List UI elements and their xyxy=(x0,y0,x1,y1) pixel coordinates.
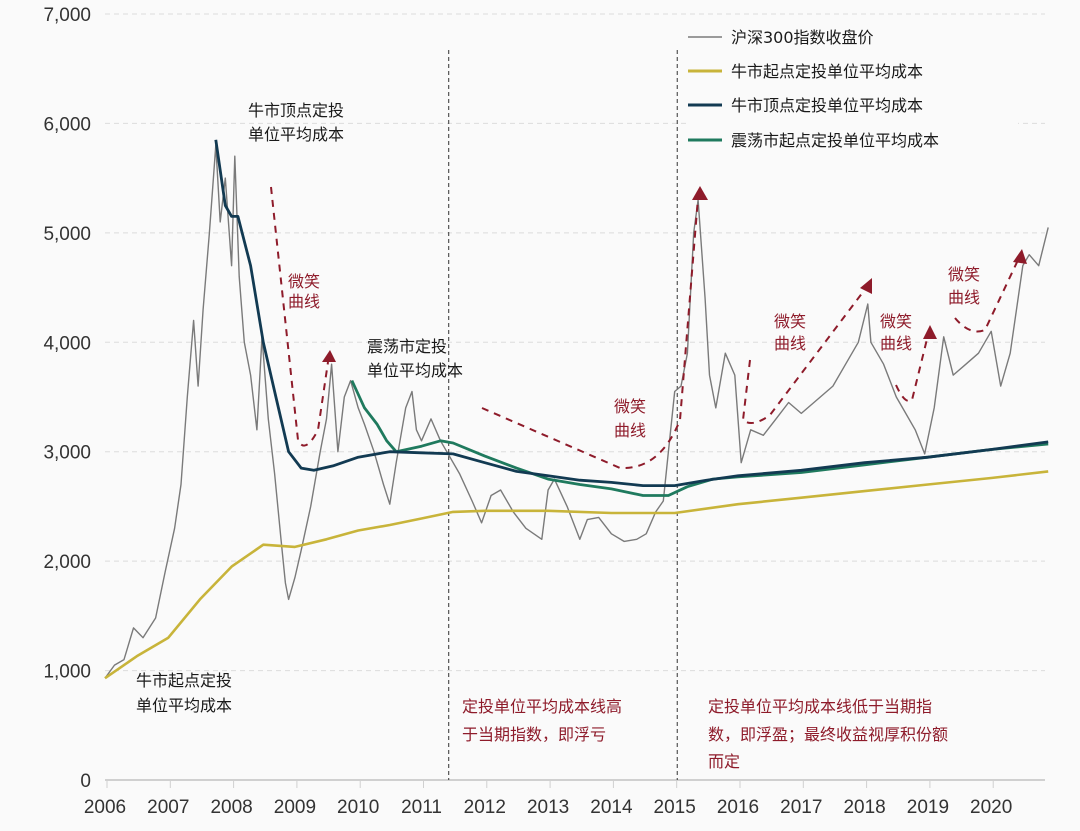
series-line-range xyxy=(350,380,1049,497)
smile-curves xyxy=(270,186,1019,470)
x-tick-label: 2019 xyxy=(907,797,949,818)
legend-label-range: 震荡市起点定投单位平均成本 xyxy=(731,131,939,150)
series-line-bull-top xyxy=(214,139,1049,488)
series-lines xyxy=(104,139,1049,680)
legend-label-bull-start: 牛市起点定投单位平均成本 xyxy=(731,62,923,81)
legend: 沪深300指数收盘价 牛市起点定投单位平均成本 牛市顶点定投单位平均成本 震荡市… xyxy=(688,16,1018,158)
arrow-icon xyxy=(923,325,937,339)
y-tick-label: 5,000 xyxy=(43,224,91,245)
smile-label-5a: 微笑 xyxy=(948,265,980,284)
smile-curve-2 xyxy=(481,197,699,470)
smile-curve-1 xyxy=(270,186,329,447)
x-tick-label: 2014 xyxy=(590,797,633,818)
gain-note-1: 定投单位平均成本线低于当期指 xyxy=(708,697,932,716)
smile-label-3b: 曲线 xyxy=(774,334,806,353)
loss-note-1: 定投单位平均成本线高 xyxy=(462,697,622,716)
x-tick-label: 2006 xyxy=(84,797,126,818)
legend-background xyxy=(688,16,1018,158)
y-tick-label: 4,000 xyxy=(43,333,91,354)
smile-label-4a: 微笑 xyxy=(880,312,912,331)
smile-label-4b: 曲线 xyxy=(880,334,912,353)
x-tick-label: 2015 xyxy=(654,797,696,818)
smile-label-1b: 曲线 xyxy=(288,292,320,311)
x-tick-label: 2008 xyxy=(210,797,252,818)
y-tick-label: 3,000 xyxy=(43,443,91,464)
smile-label-3a: 微笑 xyxy=(774,312,806,331)
x-tick-label: 2007 xyxy=(147,797,189,818)
x-tick-label: 2016 xyxy=(717,797,759,818)
arrow-icon xyxy=(692,186,708,200)
smile-label-2a: 微笑 xyxy=(614,397,646,416)
arrow-icon xyxy=(1013,249,1027,264)
y-tick-label: 1,000 xyxy=(43,662,91,683)
smile-label-1a: 微笑 xyxy=(288,272,320,291)
x-tick-label: 2010 xyxy=(337,797,379,818)
arrow-icon xyxy=(322,350,336,362)
y-tick-label: 7,000 xyxy=(43,5,91,26)
annotations: 牛市顶点定投 单位平均成本 震荡市定投 单位平均成本 牛市起点定投 单位平均成本… xyxy=(136,101,980,771)
x-tick-label: 2018 xyxy=(843,797,885,818)
smile-curve-4 xyxy=(895,334,929,402)
y-tick-label: 0 xyxy=(80,771,91,792)
smile-label-5b: 曲线 xyxy=(948,288,980,307)
arrow-icon xyxy=(860,278,872,294)
smile-label-2b: 曲线 xyxy=(614,421,646,440)
gain-note-3: 而定 xyxy=(708,752,740,771)
arrowheads xyxy=(322,186,1027,362)
x-tick-label: 2020 xyxy=(970,797,1012,818)
range-label-1: 震荡市定投 xyxy=(367,337,447,356)
x-axis-ticks: 2006 2007 2008 2009 2010 2011 2012 2013 2014 2015… xyxy=(84,779,1045,818)
bull-start-label-1: 牛市起点定投 xyxy=(136,671,232,690)
y-tick-label: 6,000 xyxy=(43,114,91,135)
loss-note-2: 于当期指数，即浮亏 xyxy=(462,725,606,744)
y-tick-label: 2,000 xyxy=(43,552,91,573)
x-tick-label: 2013 xyxy=(527,797,569,818)
x-tick-label: 2017 xyxy=(780,797,822,818)
bull-start-label-2: 单位平均成本 xyxy=(136,696,232,715)
legend-label-bull-top: 牛市顶点定投单位平均成本 xyxy=(731,96,923,115)
series-line-bull-start xyxy=(104,470,1049,680)
x-tick-label: 2012 xyxy=(464,797,506,818)
x-tick-label: 2009 xyxy=(274,797,316,818)
smile-curve-5 xyxy=(954,259,1019,333)
gain-note-2: 数，即浮盈；最终收益视厚积份额 xyxy=(708,725,948,744)
bull-top-label-2: 单位平均成本 xyxy=(248,125,344,144)
bull-top-label-1: 牛市顶点定投 xyxy=(248,101,344,120)
divider-lines xyxy=(448,50,678,780)
x-tick-label: 2011 xyxy=(401,797,442,818)
range-label-2: 单位平均成本 xyxy=(367,361,463,380)
legend-label-index: 沪深300指数收盘价 xyxy=(731,28,874,47)
y-axis-ticks: 0 1,000 2,000 3,000 4,000 5,000 6,000 7,000 xyxy=(43,5,91,792)
